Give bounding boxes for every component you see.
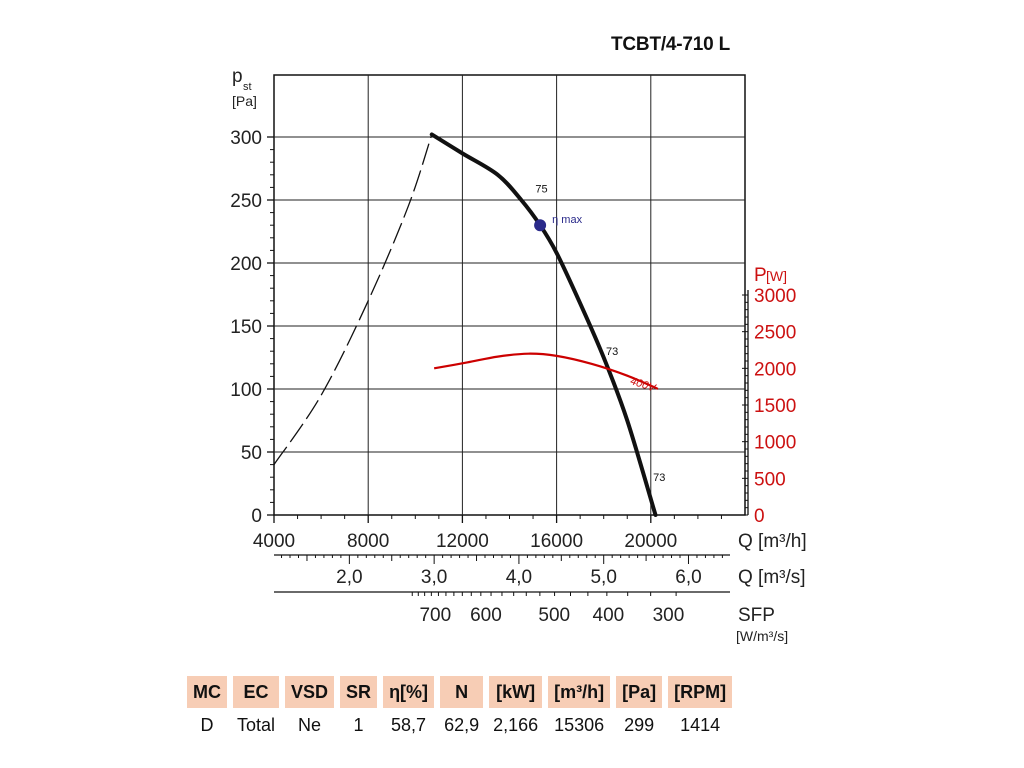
power-tick-label: 1500 <box>754 396 796 417</box>
parameters-header-row: MC EC VSD SR η[%] N [kW] [m³/h] [Pa] [RP… <box>187 676 733 708</box>
value-mc: D <box>200 714 214 735</box>
value-ec: Total <box>237 714 276 735</box>
header-n: N <box>440 676 484 708</box>
power-tick-label: 2000 <box>754 359 796 380</box>
efficiency-label: 73 <box>653 472 665 484</box>
header-rpm: [RPM] <box>668 676 733 708</box>
series-line-pressure-unstable <box>273 134 433 465</box>
chart-title: TCBT/4-710 L <box>611 34 731 55</box>
power-tick-label: 500 <box>754 469 786 490</box>
sfp-tick-label: 500 <box>538 605 570 626</box>
header-m3h: [m³/h] <box>548 676 611 708</box>
sfp-tick-label: 600 <box>470 605 502 626</box>
y-tick-label: 50 <box>241 443 262 464</box>
x-axis-label: Q [m³/h] <box>738 531 807 552</box>
eta-max-label: η max <box>552 214 582 226</box>
power-tick-label: 3000 <box>754 286 796 307</box>
sfp-axis-label: SFP <box>738 605 775 626</box>
value-vsd: Ne <box>298 714 322 735</box>
value-eta: 58,7 <box>391 714 427 735</box>
power-tick-label: 0 <box>754 506 765 527</box>
x-tick-label: 4000 <box>253 531 295 552</box>
x-tick-label: 8000 <box>347 531 389 552</box>
sfp-tick-label: 300 <box>653 605 685 626</box>
m3s-tick-label: 3,0 <box>421 567 447 588</box>
series-line-pressure <box>429 132 658 517</box>
header-sr: SR <box>340 676 378 708</box>
y-tick-label: 100 <box>230 380 262 401</box>
power-axis-unit: [W] <box>766 268 787 284</box>
eta-max-marker <box>534 219 547 232</box>
series-line-400V <box>433 352 659 390</box>
y-tick-label: 0 <box>251 506 262 527</box>
y-tick-label: 250 <box>230 191 262 212</box>
y-tick-label: 150 <box>230 317 262 338</box>
value-pa: 299 <box>624 714 655 735</box>
y-tick-label: 200 <box>230 254 262 275</box>
y-axis-label: p <box>232 66 243 87</box>
y-axis-unit: [Pa] <box>232 93 257 109</box>
header-kw: [kW] <box>489 676 543 708</box>
plot-frame <box>273 74 746 516</box>
y-axis-label-sub: st <box>243 81 252 93</box>
m3s-axis-label: Q [m³/s] <box>738 567 806 588</box>
y-tick-label: 300 <box>230 128 262 149</box>
x-tick-label: 16000 <box>530 531 583 552</box>
value-kw: 2,166 <box>493 714 539 735</box>
header-eta: η[%] <box>383 676 435 708</box>
x-tick-label: 20000 <box>624 531 677 552</box>
m3s-tick-label: 4,0 <box>506 567 532 588</box>
header-mc: MC <box>187 676 227 708</box>
m3s-tick-label: 6,0 <box>675 567 701 588</box>
header-vsd: VSD <box>285 676 335 708</box>
value-m3h: 15306 <box>554 714 605 735</box>
header-ec: EC <box>233 676 280 708</box>
value-rpm: 1414 <box>680 714 721 735</box>
power-tick-label: 1000 <box>754 433 796 454</box>
parameters-value-row: D Total Ne 1 58,7 62,9 2,166 15306 299 1… <box>187 708 732 742</box>
sfp-axis-unit: [W/m³/s] <box>736 628 788 644</box>
m3s-tick-label: 5,0 <box>590 567 616 588</box>
sfp-tick-label: 700 <box>419 605 451 626</box>
value-sr: 1 <box>353 714 364 735</box>
efficiency-label: 73 <box>606 346 618 358</box>
m3s-tick-label: 2,0 <box>336 567 362 588</box>
voltage-label: 400V <box>629 375 659 395</box>
parameters-table: MC EC VSD SR η[%] N [kW] [m³/h] [Pa] [RP… <box>181 676 738 742</box>
x-tick-label: 12000 <box>436 531 489 552</box>
value-n: 62,9 <box>444 714 480 735</box>
efficiency-label: 75 <box>535 183 547 195</box>
sfp-tick-label: 400 <box>593 605 625 626</box>
power-axis-label: P <box>754 265 767 286</box>
power-tick-label: 2500 <box>754 323 796 344</box>
header-pa: [Pa] <box>616 676 663 708</box>
